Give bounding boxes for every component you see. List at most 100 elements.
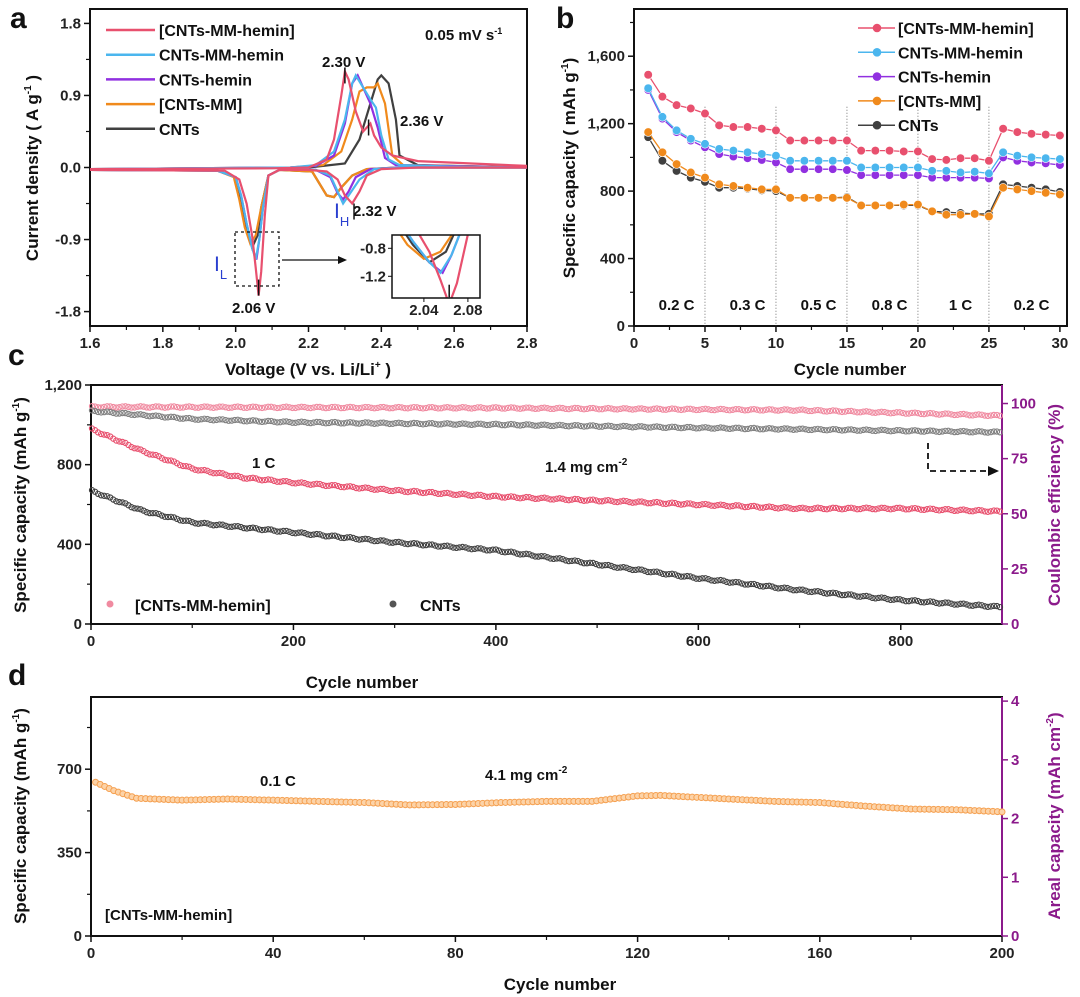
c-point — [592, 405, 600, 412]
c-point — [951, 428, 958, 436]
d-y-tick-label: 0 — [74, 928, 82, 945]
c-point — [195, 520, 202, 527]
c-point — [471, 404, 478, 412]
c-point — [289, 480, 296, 487]
c-point — [480, 546, 487, 553]
c-point — [939, 411, 946, 418]
c-point — [975, 428, 982, 435]
c-point — [477, 491, 484, 499]
c-point — [656, 423, 664, 431]
c-point — [826, 590, 834, 597]
c-point — [513, 405, 521, 412]
c-point — [310, 419, 317, 426]
c-point — [216, 416, 223, 423]
c-axis-pointer-arrowhead — [988, 466, 999, 476]
c-point — [580, 406, 588, 413]
c-point — [574, 495, 582, 503]
c-point — [556, 495, 563, 502]
c-point — [650, 405, 657, 412]
c-point — [595, 498, 603, 505]
c-point — [617, 498, 624, 505]
c-point — [271, 404, 278, 411]
b-point — [714, 179, 724, 189]
c-point — [723, 502, 730, 510]
c-point — [146, 509, 153, 517]
c-point — [176, 461, 184, 469]
c-point — [635, 423, 642, 430]
c-point — [978, 507, 985, 514]
b-point — [941, 210, 951, 220]
c-point — [134, 411, 141, 418]
c-point — [529, 494, 536, 502]
c-point — [535, 422, 542, 429]
c-point — [113, 404, 120, 411]
c-point — [641, 499, 648, 506]
c-point — [790, 587, 797, 594]
c-point — [851, 592, 858, 599]
c-point — [304, 531, 311, 538]
c-point — [252, 417, 260, 424]
c-point — [905, 410, 913, 417]
c-point — [687, 573, 694, 580]
b-point — [657, 112, 667, 122]
b-point — [813, 135, 824, 146]
b-rate-label: 0.8 C — [872, 297, 908, 314]
c-point — [987, 428, 995, 436]
c-point — [936, 600, 943, 607]
c-point — [529, 405, 536, 412]
c-point — [216, 469, 223, 477]
c-point — [744, 406, 752, 414]
c-point — [538, 494, 545, 502]
c-point — [401, 488, 408, 495]
d-sample-label: [CNTs-MM-hemin] — [105, 907, 232, 924]
a-cv-anodic-[CNTs-MM-hemin] — [89, 67, 528, 171]
b-point — [998, 124, 1008, 134]
c-point — [492, 420, 500, 427]
c-point — [769, 583, 776, 590]
c-point — [258, 526, 266, 534]
b-point — [1041, 130, 1051, 140]
c-point — [887, 410, 894, 417]
c-point — [987, 412, 995, 419]
c-point — [477, 404, 484, 411]
b-y-tick-label: 1,600 — [587, 48, 625, 65]
c-point — [717, 424, 724, 431]
c-point — [192, 466, 199, 473]
c-point — [450, 491, 457, 498]
c-point — [605, 497, 612, 504]
c-point — [343, 404, 351, 411]
c-point — [164, 513, 172, 521]
c-point — [936, 507, 943, 514]
c-point — [353, 420, 360, 427]
c-point — [696, 501, 703, 509]
c-point — [793, 505, 800, 512]
c-point — [386, 487, 393, 495]
c-point — [255, 404, 263, 411]
c-point — [614, 564, 621, 571]
c-point — [237, 523, 244, 531]
c-point — [231, 472, 238, 479]
c-point — [88, 403, 96, 410]
c-point — [574, 557, 582, 565]
c-point — [128, 404, 135, 411]
c-point — [638, 423, 645, 430]
c-point — [365, 419, 372, 426]
c-point — [945, 506, 952, 513]
c-point — [963, 507, 970, 514]
c-point — [920, 599, 928, 606]
c-point — [562, 422, 569, 430]
c-point — [255, 476, 263, 483]
c-point — [346, 483, 354, 490]
c-point — [948, 428, 955, 435]
b-x-tick-label: 20 — [910, 335, 927, 352]
c-point — [574, 422, 582, 429]
c-point — [769, 406, 776, 413]
a-y-tick-label: -0.9 — [55, 232, 81, 249]
c-point — [914, 410, 922, 417]
c-point — [362, 484, 369, 491]
c-point — [984, 412, 991, 420]
b-point — [884, 200, 895, 211]
b-point — [842, 156, 852, 166]
c-point — [602, 405, 609, 412]
c-point — [189, 518, 196, 526]
